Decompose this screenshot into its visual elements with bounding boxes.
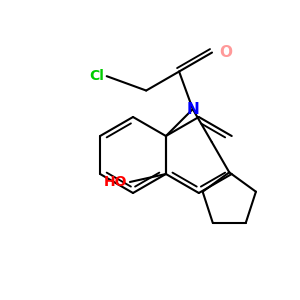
Text: Cl: Cl <box>89 69 104 83</box>
Text: N: N <box>186 102 199 117</box>
Text: HO: HO <box>103 175 127 189</box>
Text: O: O <box>220 45 232 60</box>
